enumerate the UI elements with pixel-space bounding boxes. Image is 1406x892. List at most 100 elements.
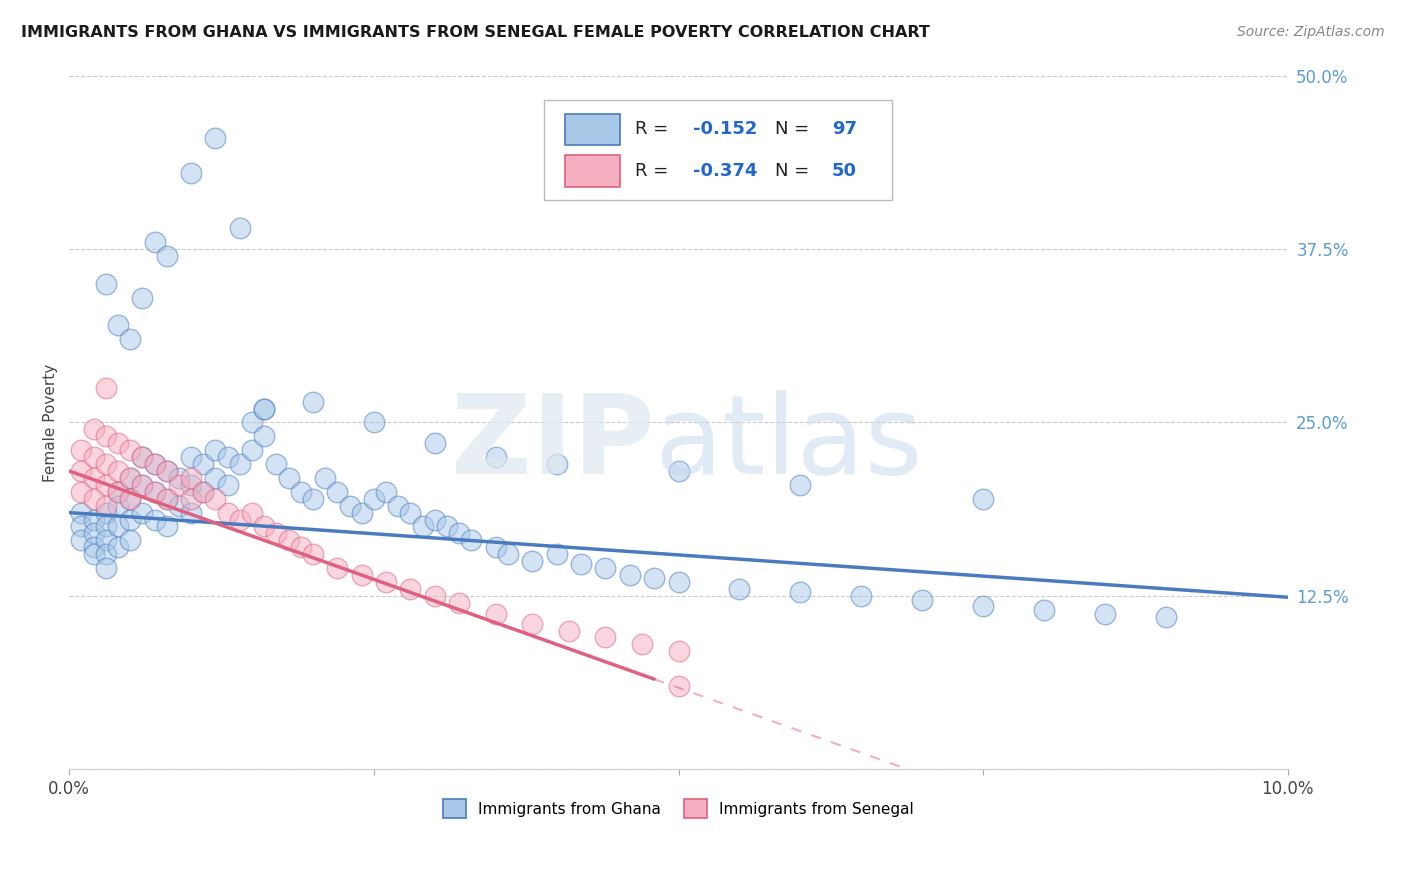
- Point: [350, 568, 373, 582]
- Point: [290, 484, 312, 499]
- Point: [375, 484, 398, 499]
- Point: [70, 533, 93, 548]
- Y-axis label: Female Poverty: Female Poverty: [44, 363, 58, 482]
- Point: [375, 574, 398, 589]
- Point: [326, 561, 349, 575]
- Point: [229, 457, 252, 471]
- Point: [94, 533, 117, 548]
- Point: [558, 624, 581, 638]
- Point: [972, 491, 994, 506]
- Point: [120, 443, 142, 458]
- Point: [911, 593, 934, 607]
- Point: [143, 484, 166, 499]
- Point: [217, 506, 239, 520]
- Text: 97: 97: [832, 120, 858, 138]
- Point: [167, 478, 190, 492]
- Point: [253, 519, 276, 533]
- Point: [180, 166, 202, 180]
- Point: [595, 631, 617, 645]
- Point: [204, 443, 226, 458]
- Point: [94, 457, 117, 471]
- Point: [120, 512, 142, 526]
- Point: [94, 519, 117, 533]
- Point: [107, 484, 129, 499]
- Text: ZIP: ZIP: [451, 390, 654, 497]
- Point: [240, 416, 263, 430]
- FancyBboxPatch shape: [565, 113, 620, 145]
- Point: [485, 607, 508, 621]
- Point: [436, 519, 458, 533]
- Point: [107, 484, 129, 499]
- FancyBboxPatch shape: [565, 155, 620, 186]
- Point: [120, 491, 142, 506]
- Point: [83, 422, 105, 436]
- Point: [131, 291, 153, 305]
- Point: [546, 547, 568, 561]
- Point: [94, 506, 117, 520]
- Text: N =: N =: [775, 120, 815, 138]
- Point: [668, 574, 690, 589]
- Point: [302, 394, 325, 409]
- Point: [107, 436, 129, 450]
- Point: [240, 506, 263, 520]
- Point: [302, 491, 325, 506]
- Point: [485, 541, 508, 555]
- Point: [107, 499, 129, 513]
- Point: [83, 541, 105, 555]
- Point: [131, 450, 153, 464]
- Point: [668, 644, 690, 658]
- Point: [180, 478, 202, 492]
- Point: [266, 457, 288, 471]
- Point: [70, 506, 93, 520]
- Point: [449, 596, 471, 610]
- Text: -0.374: -0.374: [693, 162, 758, 180]
- Point: [363, 416, 385, 430]
- Text: IMMIGRANTS FROM GHANA VS IMMIGRANTS FROM SENEGAL FEMALE POVERTY CORRELATION CHAR: IMMIGRANTS FROM GHANA VS IMMIGRANTS FROM…: [21, 25, 929, 40]
- Point: [143, 235, 166, 249]
- Point: [107, 464, 129, 478]
- Point: [277, 471, 299, 485]
- Point: [1094, 607, 1116, 621]
- Point: [167, 471, 190, 485]
- Point: [156, 491, 179, 506]
- Point: [83, 547, 105, 561]
- Point: [668, 464, 690, 478]
- Point: [94, 277, 117, 291]
- Point: [180, 471, 202, 485]
- Point: [70, 484, 93, 499]
- Point: [789, 478, 811, 492]
- Point: [83, 491, 105, 506]
- Point: [363, 491, 385, 506]
- Point: [631, 637, 654, 651]
- Point: [167, 499, 190, 513]
- Point: [156, 491, 179, 506]
- Point: [83, 450, 105, 464]
- FancyBboxPatch shape: [544, 100, 891, 201]
- Point: [94, 478, 117, 492]
- Point: [70, 464, 93, 478]
- Point: [253, 429, 276, 443]
- Point: [789, 584, 811, 599]
- Point: [229, 221, 252, 235]
- Point: [229, 512, 252, 526]
- Point: [485, 450, 508, 464]
- Point: [120, 491, 142, 506]
- Point: [204, 491, 226, 506]
- Point: [156, 519, 179, 533]
- Point: [94, 429, 117, 443]
- Point: [522, 616, 544, 631]
- Point: [107, 318, 129, 333]
- Point: [423, 436, 446, 450]
- Point: [423, 589, 446, 603]
- Point: [204, 471, 226, 485]
- Point: [120, 471, 142, 485]
- Point: [302, 547, 325, 561]
- Point: [496, 547, 519, 561]
- Point: [156, 464, 179, 478]
- Point: [94, 381, 117, 395]
- Point: [851, 589, 873, 603]
- Point: [143, 457, 166, 471]
- Point: [728, 582, 751, 596]
- Point: [217, 450, 239, 464]
- Point: [193, 484, 215, 499]
